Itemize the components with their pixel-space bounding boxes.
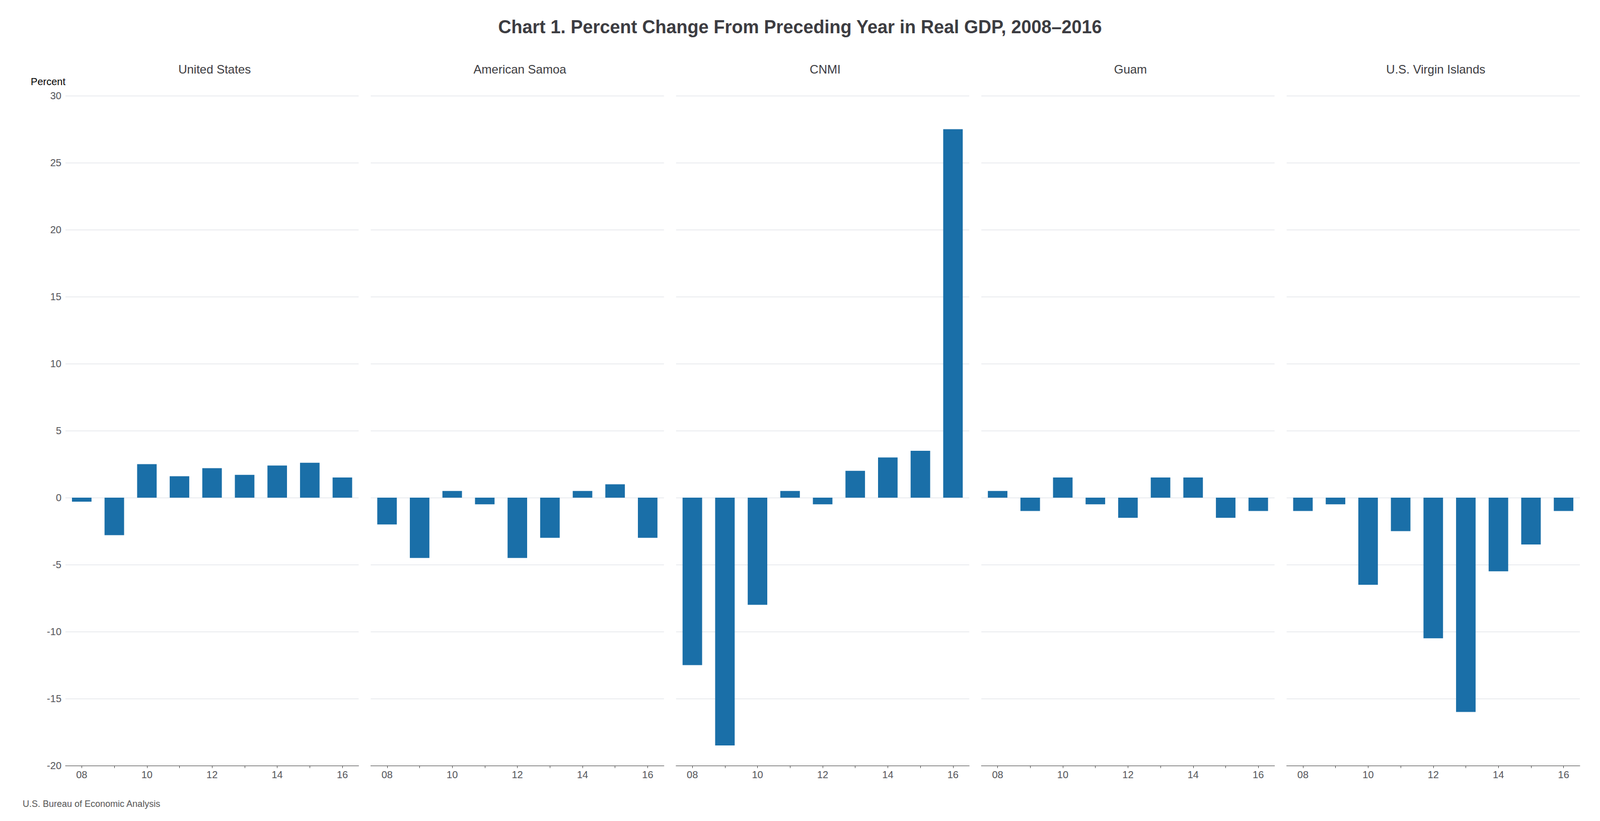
svg-text:10: 10: [50, 357, 62, 370]
svg-text:Chart 1. Percent Change From P: Chart 1. Percent Change From Preceding Y…: [497, 16, 1102, 38]
svg-text:Guam: Guam: [1114, 62, 1147, 77]
svg-text:12: 12: [1427, 768, 1439, 780]
svg-text:16: 16: [947, 768, 959, 780]
svg-text:15: 15: [50, 291, 62, 303]
svg-text:CNMI: CNMI: [809, 62, 841, 77]
svg-text:14: 14: [1492, 768, 1504, 780]
svg-text:14: 14: [882, 768, 894, 780]
svg-text:14: 14: [271, 768, 283, 780]
svg-text:12: 12: [1122, 768, 1134, 780]
svg-text:16: 16: [336, 768, 348, 780]
svg-text:16: 16: [641, 768, 653, 780]
svg-text:-10: -10: [46, 625, 62, 637]
svg-text:5: 5: [55, 424, 62, 436]
svg-text:10: 10: [1362, 768, 1374, 780]
svg-text:08: 08: [76, 768, 88, 780]
svg-text:10: 10: [1057, 768, 1069, 780]
svg-text:16: 16: [1252, 768, 1264, 780]
svg-text:-20: -20: [46, 759, 62, 771]
svg-text:12: 12: [206, 768, 218, 780]
svg-text:10: 10: [751, 768, 763, 780]
svg-text:14: 14: [1187, 768, 1199, 780]
svg-text:10: 10: [141, 768, 153, 780]
svg-text:-5: -5: [52, 558, 62, 570]
svg-text:08: 08: [381, 768, 393, 780]
svg-text:25: 25: [50, 157, 62, 169]
svg-text:16: 16: [1558, 768, 1570, 780]
svg-text:30: 30: [50, 90, 62, 102]
svg-text:08: 08: [991, 768, 1003, 780]
svg-text:U.S. Bureau of Economic Analys: U.S. Bureau of Economic Analysis: [22, 798, 161, 809]
svg-text:12: 12: [511, 768, 523, 780]
svg-text:08: 08: [686, 768, 698, 780]
svg-text:Percent: Percent: [30, 76, 66, 88]
svg-text:U.S. Virgin Islands: U.S. Virgin Islands: [1386, 62, 1486, 77]
svg-text:United States: United States: [178, 62, 251, 77]
svg-text:-15: -15: [46, 692, 62, 704]
svg-text:14: 14: [576, 768, 589, 780]
svg-text:0: 0: [55, 491, 62, 503]
svg-text:08: 08: [1297, 768, 1309, 780]
svg-text:10: 10: [446, 768, 458, 780]
svg-text:American Samoa: American Samoa: [473, 62, 567, 77]
svg-text:12: 12: [817, 768, 829, 780]
svg-text:20: 20: [50, 224, 62, 236]
